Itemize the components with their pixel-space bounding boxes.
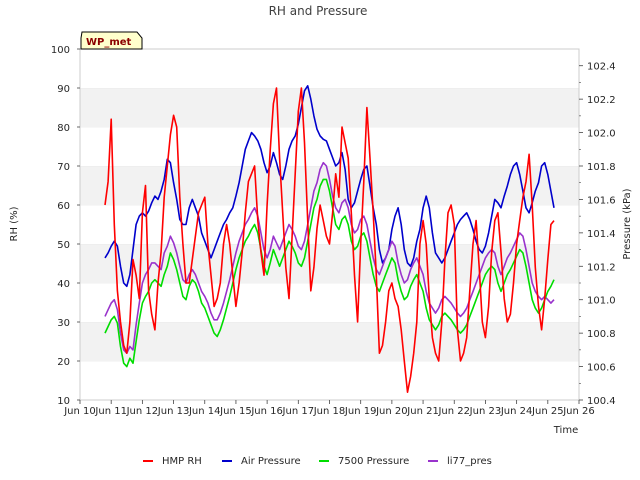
grid-band xyxy=(80,322,579,361)
y-left-tick-label: 10 xyxy=(57,396,70,407)
chart-title: RH and Pressure xyxy=(269,4,368,18)
x-tick-label: Jun 26 xyxy=(562,406,595,417)
y-axis-right-label: Pressure (kPa) xyxy=(622,188,633,259)
x-tick-label: Jun 15 xyxy=(219,406,252,417)
x-tick-label: Jun 22 xyxy=(437,406,470,417)
y-left-tick-label: 20 xyxy=(57,357,70,368)
x-tick-label: Jun 16 xyxy=(250,406,283,417)
series-line-hmp-rh xyxy=(104,87,555,394)
y-left-tick-label: 90 xyxy=(57,84,70,95)
y-right-tick-label: 102.0 xyxy=(587,129,616,140)
grid-band xyxy=(80,361,579,400)
legend-label-li77-pres: li77_pres xyxy=(447,456,492,467)
x-tick-label: Jun 19 xyxy=(344,406,377,417)
y-left-tick-label: 70 xyxy=(57,162,70,173)
x-tick-label: Jun 20 xyxy=(375,406,408,417)
y-right-tick-label: 101.2 xyxy=(587,262,616,273)
series-layer xyxy=(104,85,555,394)
x-tick-label: Jun 11 xyxy=(94,406,127,417)
x-tick-label: Jun 24 xyxy=(500,406,533,417)
grid-band xyxy=(80,49,579,88)
y-right-tick-label: 100.8 xyxy=(587,329,616,340)
y-axis-left-label: RH (%) xyxy=(9,206,20,241)
x-tick-label: Jun 12 xyxy=(126,406,159,417)
x-tick-label: Jun 21 xyxy=(406,406,439,417)
y-left-tick-label: 100 xyxy=(51,45,70,56)
y-right-tick-label: 100.4 xyxy=(587,396,616,407)
series-line-air-pressure xyxy=(104,85,555,288)
y-right-tick-label: 102.4 xyxy=(587,62,616,73)
x-tick-label: Jun 17 xyxy=(282,406,315,417)
grid-band xyxy=(80,127,579,166)
legend-label-air-pressure: Air Pressure xyxy=(241,456,301,467)
site-badge: WP_met xyxy=(80,31,143,50)
x-tick-label: Jun 10 xyxy=(63,406,96,417)
y-left-tick-label: 40 xyxy=(57,279,70,290)
x-tick-label: Jun 18 xyxy=(313,406,346,417)
grid-band xyxy=(80,283,579,322)
y-right-tick-label: 101.4 xyxy=(587,229,616,240)
x-axis-label: Time xyxy=(553,425,578,436)
left-axis: 10 20 30 40 50 60 70 80 90 100 xyxy=(51,45,80,407)
y-right-tick-label: 101.8 xyxy=(587,162,616,173)
y-left-tick-label: 80 xyxy=(57,123,70,134)
x-tick-label: Jun 13 xyxy=(157,406,190,417)
x-tick-label: Jun 14 xyxy=(188,406,221,417)
y-left-tick-label: 50 xyxy=(57,240,70,251)
grid-band xyxy=(80,88,579,127)
badge-label: WP_met xyxy=(86,37,132,48)
legend: HMP RH Air Pressure 7500 Pressure li77_pres xyxy=(143,456,492,467)
y-right-tick-label: 100.6 xyxy=(587,363,616,374)
x-tick-label: Jun 25 xyxy=(531,406,564,417)
y-right-tick-label: 102.2 xyxy=(587,95,616,106)
y-left-tick-label: 30 xyxy=(57,318,70,329)
series-line-7500-pressure xyxy=(104,178,555,368)
x-axis: Jun 10 Jun 11 Jun 12 Jun 13 Jun 14 Jun 15 Jun … xyxy=(63,400,595,417)
y-right-tick-label: 101.6 xyxy=(587,195,616,206)
x-tick-label: Jun 23 xyxy=(469,406,502,417)
right-axis: 100.4 100.6 100.8 101.0 101.2 101.4 101.6 101.8… xyxy=(579,62,616,407)
legend-label-hmp-rh: HMP RH xyxy=(162,456,202,467)
y-left-tick-label: 60 xyxy=(57,201,70,212)
plot-background xyxy=(80,48,579,400)
y-right-tick-label: 101.0 xyxy=(587,296,616,307)
badge-shape xyxy=(80,31,143,50)
legend-label-7500-pressure: 7500 Pressure xyxy=(338,456,409,467)
